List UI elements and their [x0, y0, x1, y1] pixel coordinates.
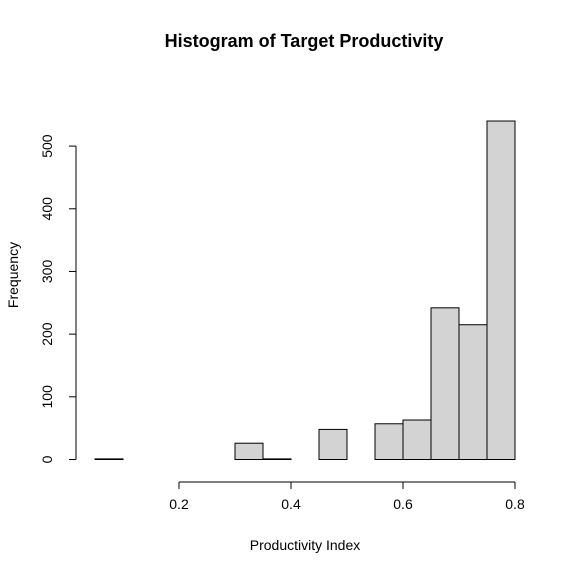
chart-title: Histogram of Target Productivity	[165, 31, 444, 51]
histogram-bars	[94, 120, 516, 461]
x-axis-label: Productivity Index	[250, 537, 361, 553]
x-tick-label-2: 0.6	[393, 496, 413, 512]
histogram-bar-8	[318, 428, 348, 461]
y-axis-label: Frequency	[5, 242, 21, 308]
x-axis: 0.2 0.4 0.6 0.8	[169, 481, 525, 512]
histogram-bar-5	[234, 442, 264, 460]
y-tick-label-5: 500	[39, 134, 55, 158]
histogram-bar-10	[374, 423, 404, 460]
histogram-bar-6	[262, 458, 292, 460]
y-tick-label-3: 300	[39, 260, 55, 284]
x-tick-label-0: 0.2	[169, 496, 189, 512]
histogram-bar-14	[486, 120, 516, 460]
histogram-bar-13	[458, 324, 488, 460]
histogram-bar-11	[402, 419, 432, 460]
y-tick-label-1: 100	[39, 385, 55, 409]
histogram-bar-0	[94, 458, 124, 460]
x-tick-label-3: 0.8	[505, 496, 525, 512]
y-axis: 0 100 200 300 400 500	[39, 134, 77, 463]
y-tick-label-0: 0	[39, 455, 55, 463]
x-tick-label-1: 0.4	[281, 496, 301, 512]
y-tick-label-4: 400	[39, 197, 55, 221]
y-tick-label-2: 200	[39, 322, 55, 346]
histogram-bar-12	[430, 307, 460, 460]
